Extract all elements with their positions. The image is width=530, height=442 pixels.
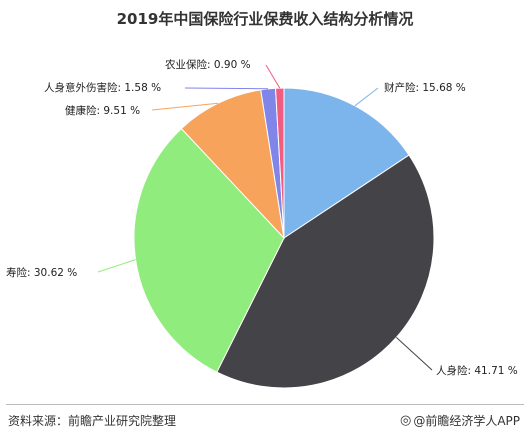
brand-logo-icon: ◎ [399,413,412,428]
slice-label-3: 健康险: 9.51 % [65,104,140,117]
pie-slice-2 [133,127,285,373]
leader-line-4 [184,87,269,90]
brand-credit: ◎ @前瞻经济学人APP [400,412,520,429]
leader-line-5 [265,64,281,89]
leader-lines [97,64,433,371]
leader-line-0 [354,87,379,107]
pie-slice-0 [283,87,410,239]
pie-slice-1 [216,154,435,389]
leader-line-1 [395,337,433,371]
leader-line-3 [151,102,219,111]
footer-divider [6,404,524,405]
slice-label-1: 人身险: 41.71 % [436,364,518,377]
chart-title: 2019年中国保险行业保费收入结构分析情况 [116,10,414,28]
source-text: 资料来源：前瞻产业研究院整理 [8,414,177,428]
pie-chart: 财产险: 15.68 % 人身险: 41.71 % 寿险: 30.62 % 健康险: … [6,58,518,389]
slice-label-4: 人身意外伤害险: 1.58 % [44,81,161,94]
leader-line-2 [97,259,136,273]
slice-label-0: 财产险: 15.68 % [384,81,466,94]
pie-slices [133,87,435,389]
slice-label-5: 农业保险: 0.90 % [165,58,251,71]
slice-labels: 财产险: 15.68 % 人身险: 41.71 % 寿险: 30.62 % 健康险: … [6,58,518,377]
slice-label-2: 寿险: 30.62 % [6,266,77,279]
pie-slice-3 [180,89,285,240]
brand-text: @前瞻经济学人APP [413,414,520,428]
